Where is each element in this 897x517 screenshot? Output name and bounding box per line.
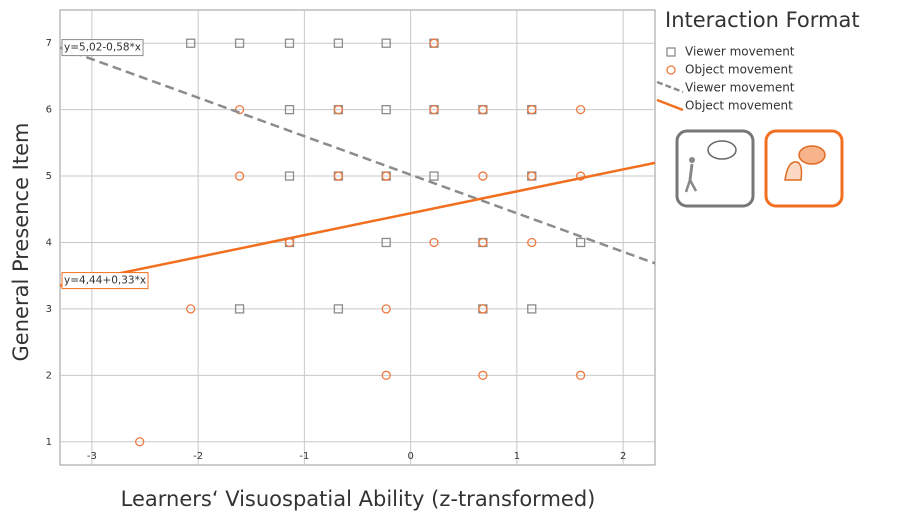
y-tick-label: 7	[46, 38, 52, 49]
y-tick-label: 6	[46, 105, 52, 116]
y-tick-label: 3	[46, 304, 52, 315]
legend-label: Viewer movement	[685, 81, 795, 95]
legend-line	[657, 82, 683, 92]
y-tick-label: 4	[46, 237, 52, 248]
x-axis-title: Learners‘ Visuospatial Ability (z-transf…	[121, 487, 596, 511]
chart: Learners‘ Visuospatial Ability (z-transf…	[0, 0, 897, 517]
y-axis-title: General Presence Item	[9, 123, 33, 362]
legend-marker	[667, 66, 675, 74]
legend-label: Object movement	[685, 63, 793, 77]
x-tick-label: 2	[620, 451, 626, 462]
y-tick-label: 5	[46, 171, 52, 182]
plot-area	[60, 10, 655, 465]
legend-label: Viewer movement	[685, 45, 795, 59]
object-icon	[766, 131, 842, 206]
y-tick-label: 1	[46, 437, 52, 448]
x-tick-label: -1	[299, 451, 309, 462]
x-tick-label: 0	[407, 451, 413, 462]
legend-marker	[667, 48, 675, 56]
regression-label: y=4,44+0,33*x	[64, 275, 146, 287]
legend-label: Object movement	[685, 99, 793, 113]
x-tick-label: -3	[87, 451, 97, 462]
viewer-icon	[677, 131, 753, 206]
legend-line	[657, 100, 683, 110]
legend-title: Interaction Format	[665, 8, 860, 32]
x-tick-label: -2	[193, 451, 203, 462]
x-tick-label: 1	[514, 451, 520, 462]
y-tick-label: 2	[46, 370, 52, 381]
regression-label: y=5,02-0,58*x	[64, 42, 141, 54]
